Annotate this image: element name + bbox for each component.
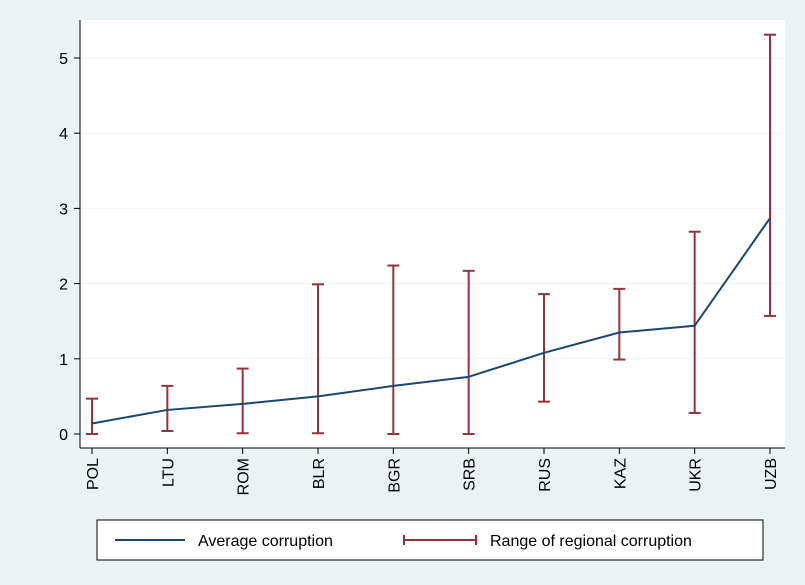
- y-tick-label: 0: [59, 427, 68, 444]
- range-bar-blr: [312, 283, 324, 435]
- range-bars: [86, 33, 776, 435]
- average-corruption-line: [91, 217, 771, 425]
- range-bar-rom: [236, 367, 249, 435]
- y-axis: 0 1 2 3 4 5: [59, 20, 81, 448]
- x-tick-label: LTU: [160, 458, 177, 487]
- legend-label-average: Average corruption: [198, 533, 333, 550]
- range-bar-srb: [462, 269, 475, 435]
- range-bar-ltu: [161, 384, 174, 432]
- x-tick-label: BLR: [311, 458, 328, 489]
- gridlines: [80, 57, 785, 360]
- legend-label-range: Range of regional corruption: [490, 533, 692, 550]
- x-tick-label: POL: [85, 458, 102, 490]
- range-bar-kaz: [613, 287, 626, 361]
- x-tick-label: UKR: [688, 458, 705, 492]
- range-bar-uzb: [764, 33, 776, 317]
- y-tick-label: 4: [59, 126, 68, 143]
- x-tick-label: KAZ: [612, 458, 629, 489]
- x-tick-label: UZB: [763, 458, 780, 490]
- x-tick-label: RUS: [537, 458, 554, 492]
- legend-range-swatch: [403, 535, 477, 545]
- y-tick-label: 2: [59, 277, 68, 294]
- x-tick-label: BGR: [386, 458, 403, 493]
- range-bar-rus: [538, 293, 550, 403]
- x-tick-label: SRB: [462, 458, 479, 491]
- x-axis: POL LTU ROM BLR BGR SRB RUS KAZ UKR UZB: [80, 447, 785, 495]
- average-line: [91, 217, 771, 425]
- y-tick-label: 1: [59, 352, 68, 369]
- range-bar-bgr: [387, 264, 400, 435]
- legend: Average corruption Range of regional cor…: [96, 519, 764, 561]
- x-tick-label: ROM: [236, 458, 253, 495]
- range-bar-pol: [86, 397, 98, 435]
- range-bar-ukr: [688, 230, 701, 414]
- y-tick-label: 3: [59, 201, 68, 218]
- plot-area: [80, 20, 785, 448]
- y-tick-label: 5: [59, 51, 68, 68]
